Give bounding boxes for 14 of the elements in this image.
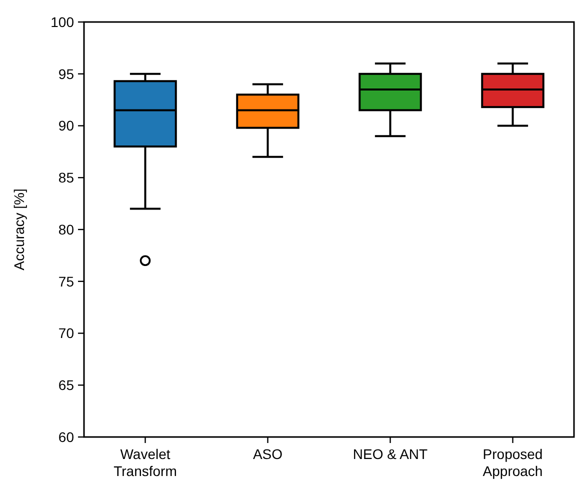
y-tick-label: 70 xyxy=(58,325,74,342)
y-tick-label: 80 xyxy=(58,221,74,238)
y-tick-label: 90 xyxy=(58,118,74,134)
y-tick-label: 65 xyxy=(58,377,74,394)
x-tick-label: ASO xyxy=(252,446,283,462)
x-tick-label: NEO & ANT xyxy=(352,446,428,462)
y-tick-label: 85 xyxy=(58,170,74,186)
y-tick-label: 60 xyxy=(58,428,74,445)
y-tick-label: 95 xyxy=(58,66,74,82)
y-axis-title: Accuracy [%] xyxy=(11,188,27,270)
x-tick-label: Proposed Approach xyxy=(482,446,543,479)
y-tick-label: 75 xyxy=(58,273,74,290)
y-tick-label: 100 xyxy=(50,14,74,30)
x-tick-label: Wavelet Transform xyxy=(114,446,177,479)
